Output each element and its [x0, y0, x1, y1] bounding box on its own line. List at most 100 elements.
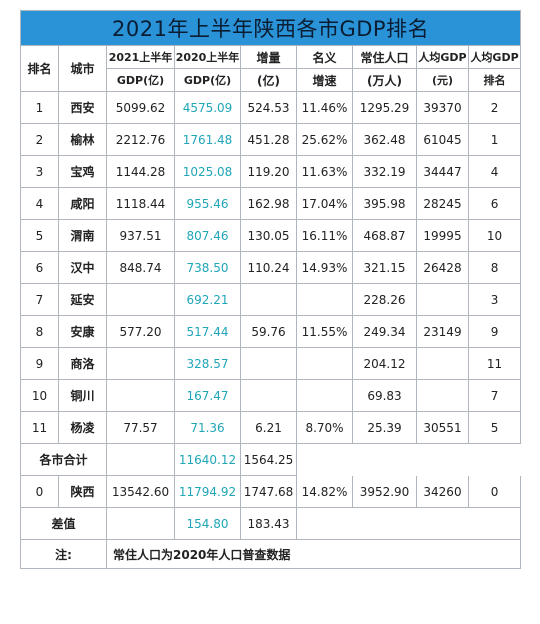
cell-population: 25.39	[352, 411, 417, 444]
cell-rank: 8	[20, 315, 59, 348]
cell-growth: 25.62%	[296, 123, 353, 156]
cell-population: 3952.90	[352, 475, 417, 508]
cell-gdp2021: 77.57	[106, 411, 175, 444]
header-city: 城市	[58, 45, 107, 92]
header-per-capita-rank-unit: 排名	[467, 68, 522, 92]
table-row: 8 安康 577.20 517.44 59.76 11.55% 249.34 2…	[20, 315, 522, 348]
cell-rank: 2	[20, 123, 59, 156]
cell-increase	[240, 379, 297, 412]
header-increase-unit: (亿)	[240, 68, 297, 92]
cell-increase	[240, 347, 297, 380]
header-rank: 排名	[20, 45, 59, 92]
cell-city: 陕西	[58, 475, 107, 508]
sum-row: 各市合计 11640.12 1564.25	[20, 443, 522, 476]
cell-rank: 1	[20, 91, 59, 124]
header-gdp2020-unit: GDP(亿)	[174, 68, 241, 92]
cell-population: 228.26	[352, 283, 417, 316]
cell-growth: 16.11%	[296, 219, 353, 252]
cell-per-capita: 34447	[416, 155, 469, 188]
cell-gdp2021	[106, 379, 175, 412]
note-text: 常住人口为2020年人口普查数据	[105, 539, 522, 569]
cell-population: 395.98	[352, 187, 417, 220]
cell-per-capita-rank: 9	[467, 315, 522, 348]
cell-increase: 110.24	[240, 251, 297, 284]
cell-gdp2021: 848.74	[106, 251, 175, 284]
cell-rank: 4	[20, 187, 59, 220]
table-row: 3 宝鸡 1144.28 1025.08 119.20 11.63% 332.1…	[20, 155, 522, 188]
sum-increase: 1564.25	[240, 443, 297, 476]
cell-gdp2021	[106, 347, 175, 380]
cell-increase: 59.76	[240, 315, 297, 348]
table-row: 11 杨凌 77.57 71.36 6.21 8.70% 25.39 30551…	[20, 411, 522, 444]
cell-city: 宝鸡	[58, 155, 107, 188]
cell-gdp2020: 738.50	[174, 251, 241, 284]
cell-rank: 10	[20, 379, 59, 412]
cell-gdp2021: 1144.28	[106, 155, 175, 188]
cell-per-capita-rank: 8	[467, 251, 522, 284]
cell-rank: 11	[20, 411, 59, 444]
cell-population: 69.83	[352, 379, 417, 412]
cell-per-capita-rank: 3	[467, 283, 522, 316]
header-gdp2021: 2021上半年	[106, 45, 175, 69]
cell-per-capita	[416, 347, 469, 380]
cell-population: 362.48	[352, 123, 417, 156]
sum-label: 各市合计	[20, 443, 107, 476]
table-row: 4 咸阳 1118.44 955.46 162.98 17.04% 395.98…	[20, 187, 522, 220]
cell-gdp2021: 13542.60	[106, 475, 175, 508]
table-row: 7 延安 692.21 228.26 3	[20, 283, 522, 316]
cell-per-capita: 39370	[416, 91, 469, 124]
cell-per-capita	[416, 283, 469, 316]
header-population: 常住人口	[352, 45, 417, 69]
province-row: 0 陕西 13542.60 11794.92 1747.68 14.82% 39…	[20, 475, 522, 508]
header-row-1: 排名 城市 2021上半年 2020上半年 增量 名义 常住人口 人均GDP 人…	[20, 45, 522, 92]
cell-population: 249.34	[352, 315, 417, 348]
gdp-table: 2021年上半年陕西各市GDP排名 排名 城市 2021上半年 2020上半年 …	[19, 10, 522, 569]
diff-increase: 183.43	[240, 507, 297, 540]
cell-per-capita-rank: 11	[467, 347, 522, 380]
table-row: 1 西安 5099.62 4575.09 524.53 11.46% 1295.…	[20, 91, 522, 124]
diff-row: 差值 154.80 183.43	[20, 507, 522, 540]
cell-gdp2020: 807.46	[174, 219, 241, 252]
header-gdp2021-unit: GDP(亿)	[106, 68, 175, 92]
cell-increase: 162.98	[240, 187, 297, 220]
cell-per-capita: 28245	[416, 187, 469, 220]
cell-increase: 6.21	[240, 411, 297, 444]
diff-gdp2020: 154.80	[174, 507, 241, 540]
table-row: 2 榆林 2212.76 1761.48 451.28 25.62% 362.4…	[20, 123, 522, 156]
table-row: 5 渭南 937.51 807.46 130.05 16.11% 468.87 …	[20, 219, 522, 252]
header-nominal: 名义	[296, 45, 353, 69]
cell-population: 332.19	[352, 155, 417, 188]
cell-growth	[296, 347, 353, 380]
title-row: 2021年上半年陕西各市GDP排名	[19, 10, 522, 46]
cell-city: 铜川	[58, 379, 107, 412]
cell-city: 汉中	[58, 251, 107, 284]
cell-gdp2020: 692.21	[174, 283, 241, 316]
cell-population: 321.15	[352, 251, 417, 284]
gdp-ranking-sheet: 2021年上半年陕西各市GDP排名 排名 城市 2021上半年 2020上半年 …	[19, 10, 522, 569]
cell-per-capita-rank: 10	[467, 219, 522, 252]
diff-label: 差值	[20, 507, 107, 540]
cell-growth	[296, 283, 353, 316]
cell-gdp2020: 4575.09	[174, 91, 241, 124]
cell-gdp2020: 517.44	[174, 315, 241, 348]
cell-gdp2020: 1761.48	[174, 123, 241, 156]
cell-city: 商洛	[58, 347, 107, 380]
cell-growth: 11.55%	[296, 315, 353, 348]
cell-city: 西安	[58, 91, 107, 124]
cell-increase	[240, 283, 297, 316]
header-row-2: GDP(亿) GDP(亿) (亿) 增速 (万人) (元) 排名	[21, 68, 522, 92]
cell-gdp2021: 5099.62	[106, 91, 175, 124]
cell-gdp2021: 937.51	[106, 219, 175, 252]
cell-per-capita-rank: 4	[467, 155, 522, 188]
cell-per-capita-rank: 6	[467, 187, 522, 220]
cell-rank: 9	[20, 347, 59, 380]
cell-rank: 7	[20, 283, 59, 316]
cell-per-capita: 61045	[416, 123, 469, 156]
cell-population: 468.87	[352, 219, 417, 252]
cell-growth: 11.46%	[296, 91, 353, 124]
header-growth: 增速	[296, 68, 353, 92]
diff-gdp2021	[106, 507, 175, 540]
cell-increase: 1747.68	[240, 475, 297, 508]
cell-growth: 8.70%	[296, 411, 353, 444]
cell-population: 204.12	[352, 347, 417, 380]
